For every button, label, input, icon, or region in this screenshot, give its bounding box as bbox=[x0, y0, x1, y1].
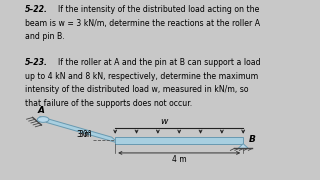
Polygon shape bbox=[115, 137, 243, 144]
Text: beam is w = 3 kN/m, determine the reactions at the roller A: beam is w = 3 kN/m, determine the reacti… bbox=[25, 19, 260, 28]
Text: A: A bbox=[38, 106, 45, 115]
Text: If the roller at A and the pin at B can support a load: If the roller at A and the pin at B can … bbox=[58, 58, 261, 67]
Text: If the intensity of the distributed load acting on the: If the intensity of the distributed load… bbox=[58, 5, 260, 14]
Text: that failure of the supports does not occur.: that failure of the supports does not oc… bbox=[25, 99, 193, 108]
Text: w: w bbox=[160, 117, 168, 126]
Text: B: B bbox=[249, 135, 256, 144]
Circle shape bbox=[37, 117, 49, 122]
Text: 5–23.: 5–23. bbox=[25, 58, 48, 67]
Text: 4 m: 4 m bbox=[172, 155, 187, 164]
Text: intensity of the di⁠stributed load w, measured in kN/m, so: intensity of the di⁠stributed load w, me… bbox=[25, 85, 249, 94]
Text: up to 4 kN and 8 kN, respectively, determine the maximum: up to 4 kN and 8 kN, respectively, deter… bbox=[25, 72, 259, 81]
Text: 30°: 30° bbox=[78, 130, 92, 139]
Polygon shape bbox=[238, 144, 248, 148]
Polygon shape bbox=[40, 116, 119, 143]
Text: 3 m: 3 m bbox=[77, 130, 92, 139]
Text: 5–22.: 5–22. bbox=[25, 5, 48, 14]
Text: and pin B.: and pin B. bbox=[25, 32, 65, 41]
